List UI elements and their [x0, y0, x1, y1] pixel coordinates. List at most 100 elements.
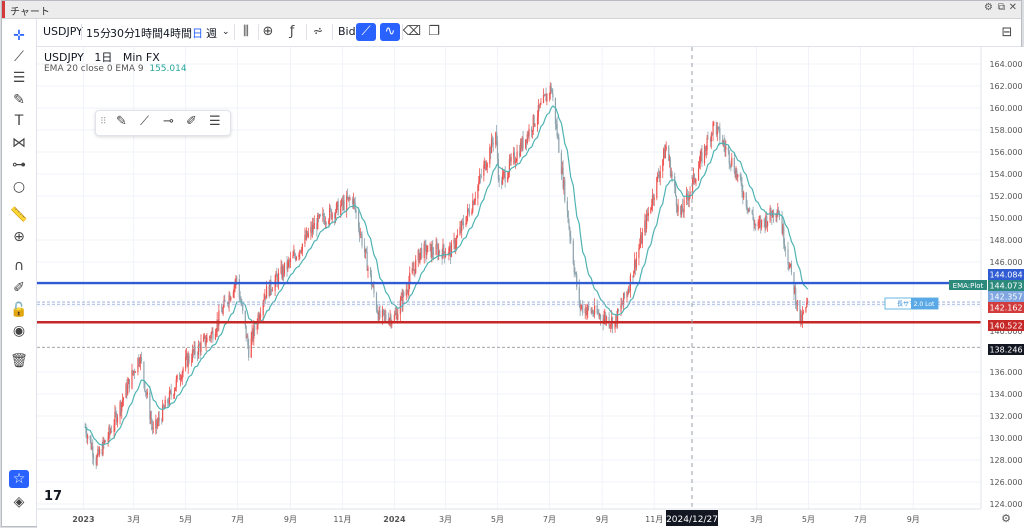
tf-4h-button[interactable]: 4時間	[163, 27, 192, 40]
candle-body	[688, 195, 690, 201]
eraser-icon[interactable]: ⌫	[402, 24, 422, 39]
projection-icon[interactable]: ⊶	[12, 157, 26, 173]
candle-body	[402, 292, 404, 306]
popout-icon[interactable]: ⧉	[997, 2, 1005, 13]
candle-body	[408, 282, 410, 292]
candle-body	[318, 214, 321, 218]
tf-1h-button[interactable]: 1時間	[134, 27, 163, 40]
trendline-icon[interactable]: ⟋	[140, 114, 150, 129]
layout-icon[interactable]: ⊟	[1001, 25, 1013, 40]
close-icon[interactable]: ✕	[1008, 2, 1017, 13]
candle-body	[739, 174, 741, 177]
function-icon[interactable]: ƒ	[289, 24, 295, 39]
candle-body	[645, 213, 648, 229]
candle-body	[361, 234, 363, 246]
ruler-icon[interactable]: 📏	[10, 207, 28, 223]
trendline-icon[interactable]: ⟋	[14, 49, 24, 65]
candle-body	[737, 174, 739, 178]
candle-body	[709, 138, 712, 142]
candle-body	[393, 314, 395, 321]
candle-body	[161, 420, 163, 422]
object-tree-icon[interactable]: ◈	[13, 494, 25, 510]
crosshair-icon[interactable]: ✛	[13, 28, 25, 44]
candle-body	[385, 314, 387, 320]
text-icon[interactable]: T	[14, 113, 24, 129]
candle-body	[108, 427, 110, 438]
candle-body	[674, 186, 677, 196]
drag-handle-icon[interactable]: ⠿	[100, 117, 107, 127]
candle-body	[622, 292, 625, 304]
legend-source: Min FX	[122, 51, 160, 64]
candle-body	[789, 265, 791, 269]
candle-body	[467, 208, 470, 211]
candle-body	[640, 235, 643, 244]
zoom-in-icon[interactable]: ⊕	[13, 229, 25, 245]
candle-body	[317, 214, 319, 230]
tf-15m-button[interactable]: 15分	[86, 27, 111, 40]
horizontal-lines[interactable]	[37, 281, 988, 348]
candle-body	[95, 458, 97, 465]
candle-body	[208, 336, 211, 338]
lock-icon[interactable]: 🔓	[10, 302, 28, 318]
eye-icon[interactable]: ◉	[12, 323, 26, 339]
candle-body	[742, 192, 744, 198]
candle-body	[212, 331, 214, 340]
candle-body	[568, 222, 570, 229]
tf-30m-button[interactable]: 30分	[110, 27, 135, 40]
candle-body	[509, 159, 511, 162]
candle-body	[131, 370, 133, 389]
candle-body	[250, 337, 252, 358]
pen-icon[interactable]: ✎	[116, 114, 127, 129]
settings-icon[interactable]: ⚙	[984, 2, 993, 13]
circle-icon[interactable]: ○	[12, 179, 26, 195]
trash-icon[interactable]: 🗑	[10, 353, 28, 369]
candle-body	[133, 371, 136, 373]
axis-settings-icon[interactable]: ⚙	[1001, 512, 1011, 525]
candle-body	[144, 381, 146, 391]
candle-body	[301, 243, 303, 252]
tf-1w-button[interactable]: 週	[206, 27, 217, 40]
candle-body	[251, 330, 253, 338]
crosshair-price-box	[988, 344, 1024, 355]
brush-icon[interactable]: ✐	[186, 114, 197, 129]
layers-icon[interactable]: ❐	[428, 24, 440, 39]
candle-body	[346, 195, 348, 211]
magnet-icon[interactable]: ∩	[13, 258, 25, 274]
candle-body	[269, 279, 271, 297]
candle-body	[293, 252, 295, 256]
candle-body	[146, 392, 148, 395]
tf-1d-button[interactable]: 日	[192, 27, 203, 40]
lock-drawings-icon[interactable]: ✐	[13, 280, 25, 296]
pulse-icon[interactable]: ∿	[380, 23, 400, 41]
candle-body	[656, 177, 658, 198]
candle-body	[712, 122, 714, 135]
indicator-legend[interactable]: EMA 20 close 0 EMA 9 155.014	[44, 64, 187, 74]
candle-body	[621, 304, 623, 306]
chevron-down-icon[interactable]: ⌄	[222, 27, 230, 37]
horizontal-lines-icon[interactable]: ☰	[209, 114, 221, 129]
symbol-selector[interactable]: USDJPY	[43, 25, 83, 38]
candle-body	[429, 244, 431, 246]
candle-body	[770, 208, 772, 215]
candle-body	[265, 295, 267, 299]
indicator-templates-icon[interactable]: ⩫	[312, 24, 324, 39]
candle-body	[706, 138, 708, 151]
candle-body	[373, 286, 375, 294]
candle-body	[168, 391, 171, 404]
candle-body	[556, 124, 558, 136]
bid-button[interactable]: Bid	[338, 25, 356, 38]
horizontal-ray-icon[interactable]: ⊸	[163, 114, 174, 129]
candle-body	[461, 221, 464, 222]
line-chart-icon[interactable]: ⟋	[356, 23, 376, 41]
candles-icon[interactable]: ⫼	[243, 24, 249, 39]
favorites-star-icon[interactable]: ☆	[9, 470, 29, 488]
candle-body	[232, 292, 234, 298]
candle-body	[116, 413, 118, 423]
add-indicator-icon[interactable]: ⊕	[262, 24, 274, 39]
candle-body	[795, 287, 797, 305]
candle-body	[197, 344, 200, 355]
pen-icon[interactable]: ✎	[13, 92, 25, 108]
horizontal-lines-icon[interactable]: ☰	[12, 70, 26, 86]
pattern-icon[interactable]: ⋈	[12, 135, 26, 151]
